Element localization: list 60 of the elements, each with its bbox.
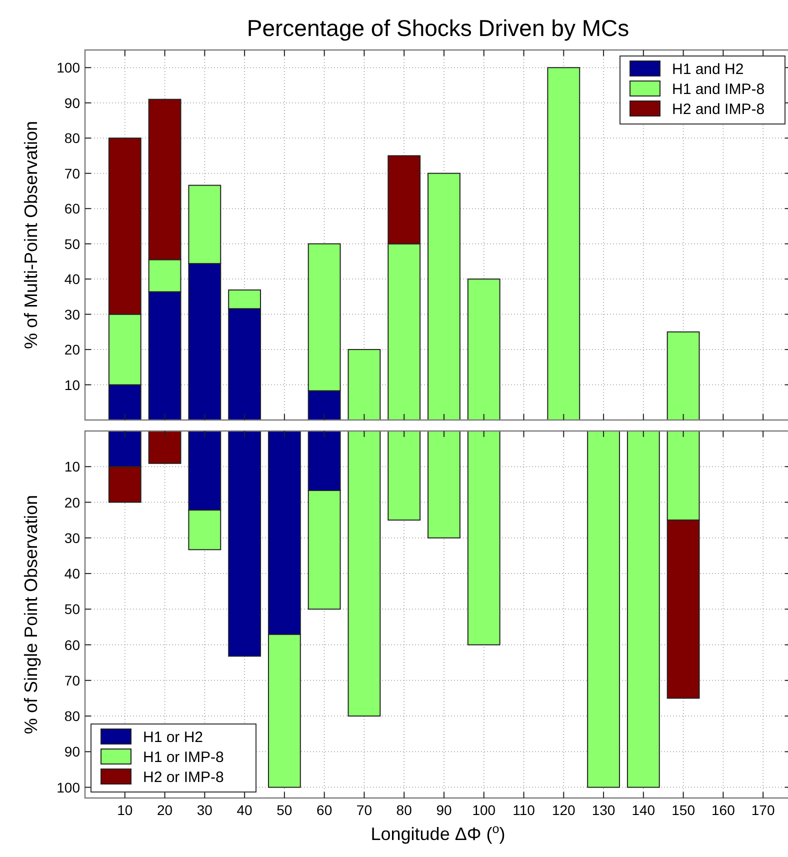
- x-tick-label: 50: [276, 802, 292, 818]
- y-tick-label: 60: [64, 200, 80, 217]
- legend-label: H1 and IMP-8: [672, 81, 765, 98]
- bar: [348, 349, 381, 420]
- chart-title: Percentage of Shocks Driven by MCs: [246, 15, 630, 41]
- y-tick-label: 70: [64, 672, 80, 688]
- x-tick-label: 170: [751, 802, 775, 818]
- x-tick-label: 150: [672, 802, 696, 818]
- bar: [428, 430, 460, 538]
- x-tick-label: 90: [436, 802, 452, 818]
- y-tick-label: 20: [64, 342, 80, 358]
- y-tick-label: 80: [64, 130, 80, 146]
- y-tick-label: 50: [64, 601, 80, 618]
- x-tick-label: 30: [196, 802, 213, 818]
- legend-label: H2 and IMP-8: [672, 101, 765, 118]
- x-tick-label: 140: [632, 802, 656, 818]
- y-tick-label: 30: [64, 530, 80, 546]
- x-tick-label: 70: [356, 802, 372, 818]
- y-tick-label: 90: [64, 94, 80, 111]
- y-tick-label: 70: [64, 165, 80, 182]
- bar: [388, 430, 421, 521]
- bar: [348, 430, 381, 717]
- y-axis-title: % of Multi-Point Observation: [21, 120, 41, 350]
- x-tick-label: 20: [156, 802, 173, 818]
- bar: [587, 430, 620, 788]
- y-tick-label: 80: [64, 708, 80, 724]
- x-tick-label: 120: [552, 802, 576, 818]
- bar: [547, 67, 580, 420]
- y-tick-label: 60: [64, 636, 80, 653]
- x-tick-label: 40: [236, 802, 253, 818]
- y-tick-label: 30: [64, 306, 80, 322]
- legend-label: H1 and H2: [672, 61, 744, 78]
- x-axis-title: Longitude ΔΦ ($^{o}$): [370, 822, 506, 844]
- x-tick-label: 160: [712, 802, 736, 818]
- y-tick-label: 10: [64, 458, 80, 475]
- bar: [626, 430, 660, 788]
- y-axis-title: % of Single Point Observation: [21, 494, 41, 734]
- y-tick-label: 20: [64, 494, 80, 510]
- legend-label: H1 or H2: [143, 729, 204, 746]
- x-tick-label: 130: [592, 802, 616, 818]
- x-tick-label: 100: [472, 802, 496, 818]
- x-tick-label: 10: [117, 802, 133, 818]
- y-tick-label: 40: [64, 271, 80, 288]
- x-tick-label: 60: [316, 802, 332, 818]
- x-tick-label: 110: [512, 802, 536, 818]
- y-tick-label: 10: [64, 376, 80, 393]
- y-tick-label: 100: [56, 779, 80, 796]
- bar: [467, 278, 500, 420]
- y-tick-label: 100: [56, 60, 80, 76]
- y-tick-label: 50: [64, 236, 80, 252]
- legend-label: H2 or IMP-8: [143, 769, 224, 786]
- bar: [467, 430, 500, 646]
- x-tick-label: 80: [396, 802, 412, 818]
- y-tick-label: 40: [64, 566, 80, 582]
- bar: [666, 331, 700, 420]
- y-tick-label: 90: [64, 744, 80, 760]
- bar: [148, 430, 182, 464]
- bar: [428, 172, 460, 420]
- bar: [228, 430, 262, 657]
- legend-label: H1 or IMP-8: [143, 749, 224, 766]
